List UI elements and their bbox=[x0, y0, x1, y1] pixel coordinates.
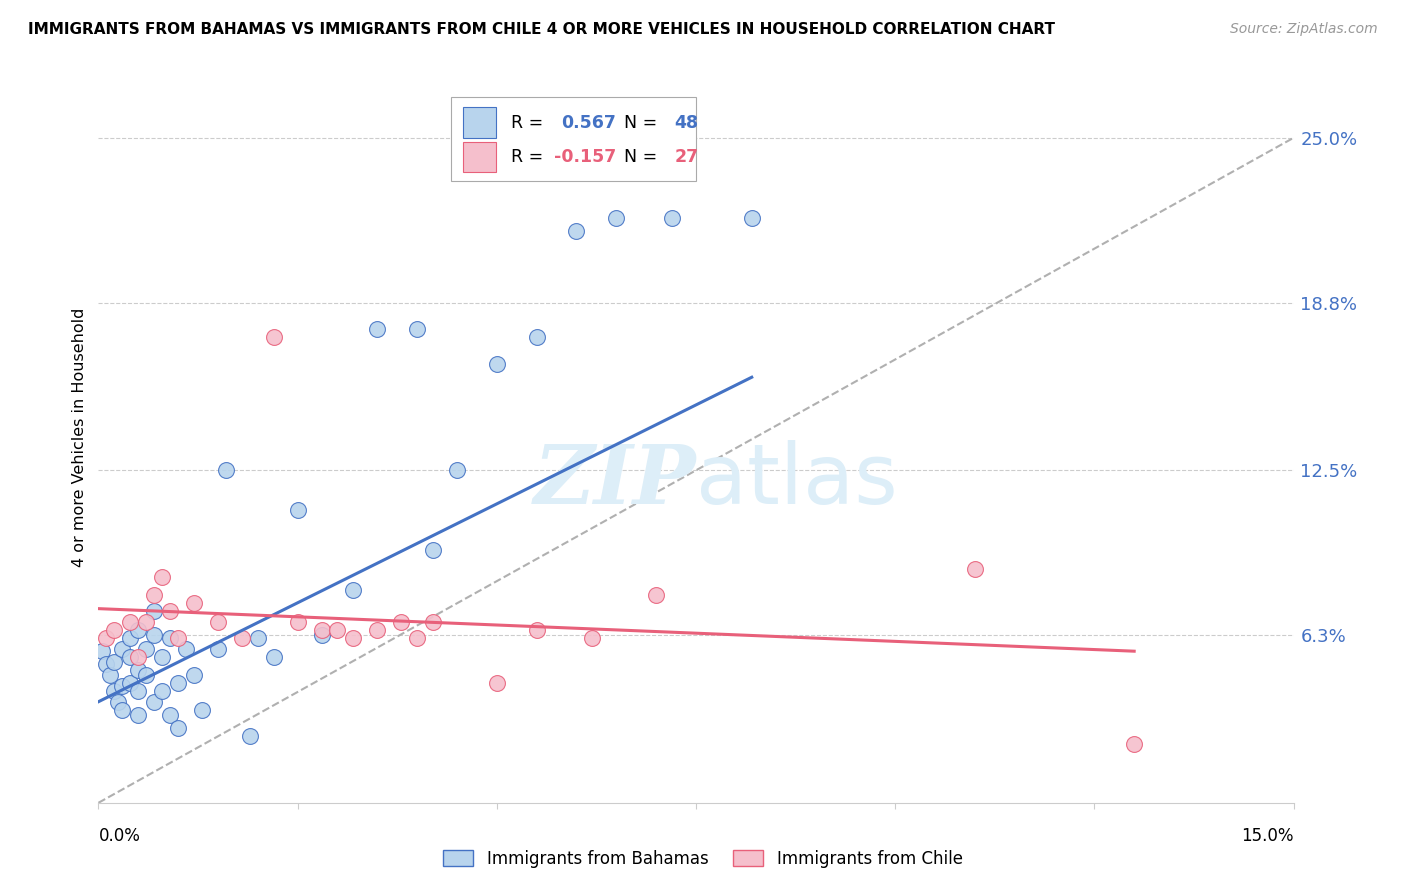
Legend: Immigrants from Bahamas, Immigrants from Chile: Immigrants from Bahamas, Immigrants from… bbox=[437, 844, 969, 875]
Point bbox=[446, 463, 468, 477]
Point bbox=[143, 628, 166, 642]
Point bbox=[207, 615, 229, 629]
Point bbox=[150, 684, 173, 698]
Point bbox=[287, 615, 309, 629]
Point bbox=[135, 615, 157, 629]
Point bbox=[127, 684, 149, 698]
Text: R =: R = bbox=[510, 148, 548, 166]
Point bbox=[342, 582, 364, 597]
Point bbox=[581, 631, 603, 645]
Point bbox=[103, 623, 125, 637]
Point bbox=[167, 722, 190, 736]
Point bbox=[661, 211, 683, 225]
Point bbox=[143, 588, 166, 602]
Point bbox=[100, 668, 122, 682]
Point bbox=[167, 631, 190, 645]
Point bbox=[263, 330, 285, 344]
Point bbox=[127, 623, 149, 637]
Point bbox=[215, 463, 238, 477]
Point bbox=[366, 322, 388, 336]
Text: -0.157: -0.157 bbox=[554, 148, 616, 166]
Point bbox=[485, 676, 508, 690]
Point bbox=[107, 695, 129, 709]
Text: 0.0%: 0.0% bbox=[98, 827, 141, 845]
Point bbox=[120, 615, 142, 629]
Text: atlas: atlas bbox=[696, 441, 897, 522]
Text: N =: N = bbox=[624, 148, 664, 166]
Point bbox=[565, 224, 588, 238]
Point bbox=[231, 631, 253, 645]
Text: N =: N = bbox=[624, 113, 664, 131]
Point bbox=[311, 623, 333, 637]
Point bbox=[645, 588, 668, 602]
Point bbox=[143, 604, 166, 618]
Point bbox=[605, 211, 627, 225]
Point bbox=[159, 604, 181, 618]
Point bbox=[526, 623, 548, 637]
Point bbox=[263, 649, 285, 664]
Point bbox=[183, 596, 205, 610]
Point bbox=[127, 708, 149, 723]
Point bbox=[389, 615, 412, 629]
Point bbox=[120, 631, 142, 645]
Point bbox=[135, 668, 157, 682]
Y-axis label: 4 or more Vehicles in Household: 4 or more Vehicles in Household bbox=[72, 308, 87, 566]
Point bbox=[1123, 737, 1146, 751]
Point bbox=[406, 631, 429, 645]
FancyBboxPatch shape bbox=[463, 107, 496, 138]
Point bbox=[287, 503, 309, 517]
Point bbox=[422, 615, 444, 629]
Point bbox=[366, 623, 388, 637]
Point bbox=[111, 679, 134, 693]
Point bbox=[135, 641, 157, 656]
Point bbox=[127, 649, 149, 664]
Text: Source: ZipAtlas.com: Source: ZipAtlas.com bbox=[1230, 22, 1378, 37]
Text: R =: R = bbox=[510, 113, 548, 131]
FancyBboxPatch shape bbox=[451, 97, 696, 181]
Point bbox=[183, 668, 205, 682]
Point bbox=[103, 655, 125, 669]
Point bbox=[120, 676, 142, 690]
Point bbox=[311, 628, 333, 642]
Point bbox=[111, 641, 134, 656]
Point bbox=[963, 562, 986, 576]
Point bbox=[342, 631, 364, 645]
Point bbox=[127, 663, 149, 677]
Point bbox=[191, 703, 214, 717]
Point bbox=[526, 330, 548, 344]
Text: ZIP: ZIP bbox=[533, 441, 696, 521]
FancyBboxPatch shape bbox=[463, 142, 496, 172]
Text: 0.567: 0.567 bbox=[561, 113, 616, 131]
Point bbox=[207, 641, 229, 656]
Point bbox=[91, 644, 114, 658]
Text: 48: 48 bbox=[675, 113, 699, 131]
Point bbox=[406, 322, 429, 336]
Text: 15.0%: 15.0% bbox=[1241, 827, 1294, 845]
Point bbox=[96, 657, 118, 672]
Point bbox=[120, 649, 142, 664]
Point bbox=[246, 631, 269, 645]
Point bbox=[96, 631, 118, 645]
Point bbox=[485, 357, 508, 371]
Point bbox=[150, 570, 173, 584]
Point bbox=[103, 684, 125, 698]
Text: 27: 27 bbox=[675, 148, 699, 166]
Point bbox=[174, 641, 197, 656]
Point bbox=[159, 708, 181, 723]
Point bbox=[159, 631, 181, 645]
Point bbox=[143, 695, 166, 709]
Point bbox=[422, 543, 444, 558]
Point bbox=[150, 649, 173, 664]
Text: IMMIGRANTS FROM BAHAMAS VS IMMIGRANTS FROM CHILE 4 OR MORE VEHICLES IN HOUSEHOLD: IMMIGRANTS FROM BAHAMAS VS IMMIGRANTS FR… bbox=[28, 22, 1054, 37]
Point bbox=[326, 623, 349, 637]
Point bbox=[741, 211, 763, 225]
Point bbox=[111, 703, 134, 717]
Point bbox=[167, 676, 190, 690]
Point bbox=[239, 729, 262, 743]
